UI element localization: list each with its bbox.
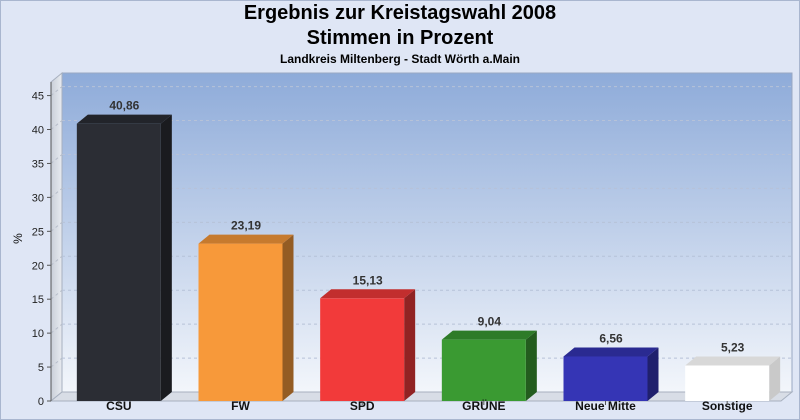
bar-top [320, 289, 416, 299]
bar-side [282, 234, 294, 401]
gridline-side [50, 154, 63, 164]
bar-top [198, 234, 294, 244]
bar-front [563, 356, 648, 401]
y-axis: 0 5 10 15 20 25 30 35 40 45 [32, 82, 52, 408]
x-tick-label: Neue Mitte [575, 399, 636, 413]
bar-top [563, 347, 659, 357]
bar-front [685, 365, 770, 401]
x-tick-label: GRÜNE [462, 398, 505, 413]
chart-title: Ergebnis zur Kreistagswahl 2008 [243, 2, 557, 24]
bar-side [647, 347, 659, 401]
plot-side-wall [50, 71, 63, 403]
y-tick-label: 15 [32, 294, 44, 306]
bar-spd: 15,13 [320, 273, 416, 401]
y-tick-label: 5 [38, 362, 44, 374]
x-tick-label: SPD [350, 399, 375, 413]
gridline-side [50, 221, 63, 232]
bar-front [76, 123, 161, 401]
bar-fw: 23,19 [198, 219, 294, 401]
bar-top [76, 114, 172, 124]
bar-value-label: 5,23 [721, 341, 745, 355]
bar-csu: 40,86 [76, 99, 172, 401]
y-tick-label: 0 [38, 396, 44, 408]
bar-value-label: 40,86 [109, 99, 139, 113]
gridline-side [50, 323, 63, 334]
bar-side [525, 330, 537, 401]
bar-value-label: 23,19 [231, 219, 261, 233]
gridlines [50, 86, 792, 368]
bar-value-label: 15,13 [353, 273, 383, 287]
bars: 40,86 23,19 15,13 9,04 6,56 5,23 [76, 99, 781, 401]
bar-top [685, 356, 781, 366]
y-tick-label: 10 [32, 328, 44, 340]
bar-side [404, 289, 416, 401]
y-axis-label: % [11, 233, 25, 244]
gridline-side [50, 187, 63, 198]
y-tick-label: 45 [32, 91, 44, 103]
x-tick-label: FW [231, 399, 250, 413]
y-tick-label: 25 [32, 226, 44, 238]
y-tick-label: 40 [32, 125, 44, 137]
gridline-side [50, 357, 63, 368]
gridline-side [50, 86, 63, 96]
gridline-side [50, 289, 63, 300]
plot-back-wall [61, 72, 793, 393]
bar-sonstige: 5,23 [685, 341, 781, 401]
bar-value-label: 9,04 [478, 315, 502, 329]
y-tick-label: 30 [32, 192, 44, 204]
bar-gr-ne: 9,04 [441, 315, 537, 401]
bar-front [198, 243, 283, 401]
chart-subtitle: Stimmen in Prozent [306, 27, 494, 49]
bar-front [441, 339, 526, 401]
bar-side [160, 114, 172, 401]
x-tick-label: Sonstige [702, 399, 753, 413]
bar-side [769, 356, 781, 401]
bar-front [320, 298, 405, 401]
y-tick-label: 20 [32, 260, 44, 272]
bar-neue-mitte: 6,56 [563, 331, 659, 401]
x-tick-label: CSU [106, 399, 131, 413]
bar-top [441, 330, 537, 340]
chart-location: Landkreis Miltenberg - Stadt Wörth a.Mai… [279, 52, 521, 66]
x-axis: CSU FW SPD GRÜNE Neue Mitte Sonstige [106, 398, 753, 413]
gridline-side [50, 120, 63, 130]
gridline-side [50, 255, 63, 266]
y-tick-label: 35 [32, 158, 44, 170]
bar-value-label: 6,56 [599, 331, 623, 345]
